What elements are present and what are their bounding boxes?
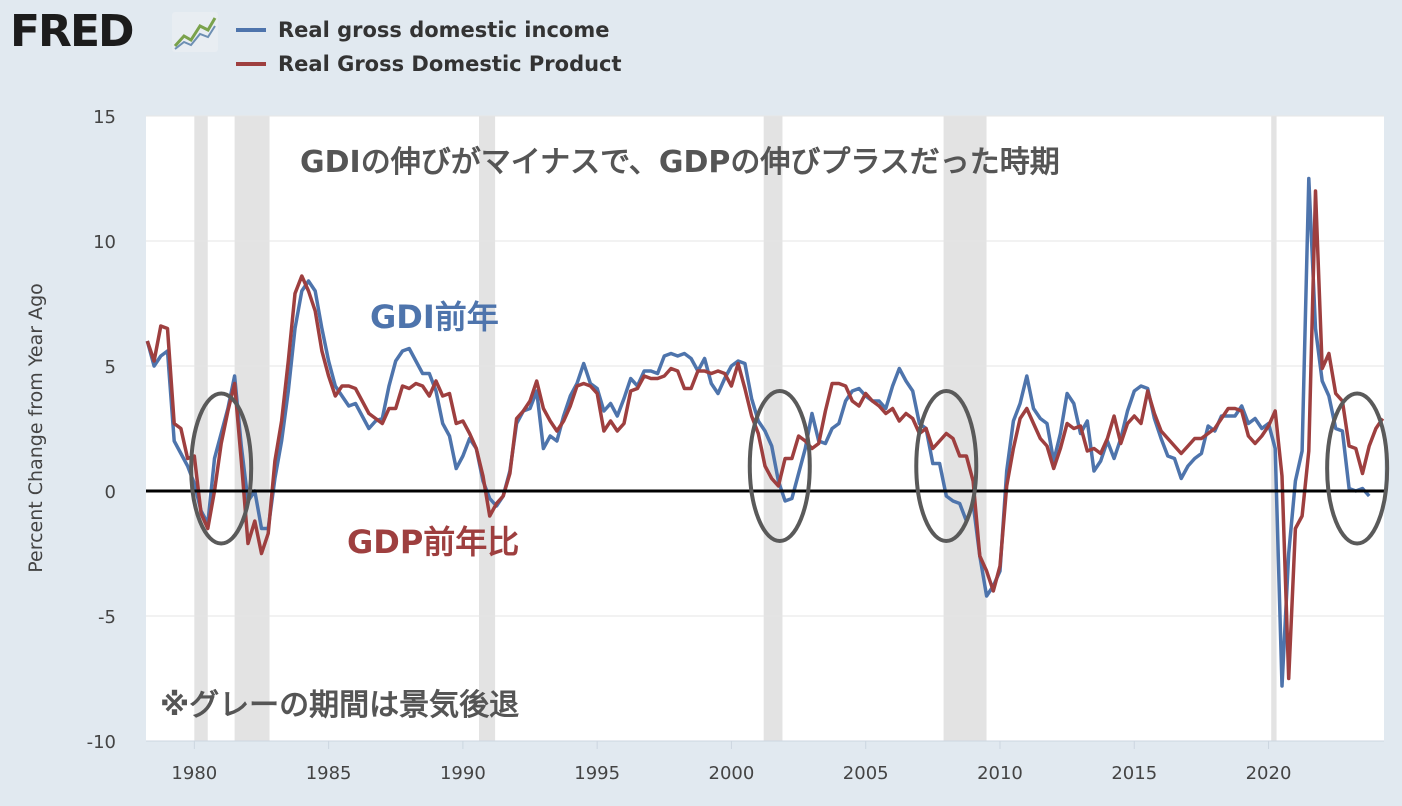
y-axis-label: Percent Change from Year Ago	[25, 283, 47, 573]
recession-band-4	[943, 116, 987, 741]
fred-logo[interactable]: FRED	[10, 6, 135, 57]
series-line-gdi	[145, 176, 1371, 688]
y-tick-label: 15	[93, 107, 116, 128]
x-tick-label: 1980	[171, 763, 217, 784]
highlight-ellipse-0	[189, 391, 254, 546]
x-tick-label: 2010	[977, 763, 1023, 784]
recession-bands	[194, 116, 1277, 741]
highlight-ellipse-2	[914, 389, 979, 543]
legend-swatch-gdp	[236, 62, 266, 66]
legend-item-gdp[interactable]: Real Gross Domestic Product	[236, 52, 622, 76]
recession-band-2	[478, 116, 496, 741]
recession-band-5	[1271, 116, 1277, 741]
annotation-gdi: GDI前年	[370, 298, 499, 336]
legend-item-gdi[interactable]: Real gross domestic income	[236, 18, 609, 42]
y-tick-label: 10	[93, 232, 116, 253]
x-tick-label: 1995	[574, 763, 620, 784]
y-tick-label: -10	[87, 732, 116, 753]
legend-swatch-gdi	[236, 28, 266, 32]
x-tick-label: 1985	[306, 763, 352, 784]
annotation-recession-note: ※グレーの期間は景気後退	[160, 688, 519, 723]
highlight-ellipse-3	[1325, 391, 1390, 546]
line-chart-icon	[172, 12, 218, 52]
axes: -10 -5 0 5 10 15 1980 1985 1990 1995 2000 2005 2010 2…	[87, 107, 1384, 784]
x-tick-label: 2005	[843, 763, 889, 784]
x-tick-label: 2015	[1111, 763, 1157, 784]
highlight-ellipses	[189, 389, 1390, 546]
highlight-ellipse-1	[747, 389, 812, 543]
x-tick-label: 2020	[1246, 763, 1292, 784]
x-tick-label: 2000	[709, 763, 755, 784]
recession-band-0	[194, 116, 208, 741]
x-tick-label: 1990	[440, 763, 486, 784]
recession-band-3	[763, 116, 783, 741]
y-tick-label: -5	[98, 607, 116, 628]
annotation-gdp: GDP前年比	[347, 523, 519, 561]
y-tick-label: 0	[105, 482, 116, 503]
y-tick-label: 5	[105, 357, 116, 378]
header: FRED Real gross domestic income Real Gro…	[0, 0, 1402, 100]
annotation-title: GDIの伸びがマイナスで、GDPの伸びプラスだった時期	[300, 145, 1060, 180]
legend-label-gdi: Real gross domestic income	[278, 18, 610, 42]
legend-label-gdp: Real Gross Domestic Product	[278, 52, 622, 76]
series-lines	[145, 176, 1385, 688]
series-line-gdp	[145, 189, 1385, 681]
